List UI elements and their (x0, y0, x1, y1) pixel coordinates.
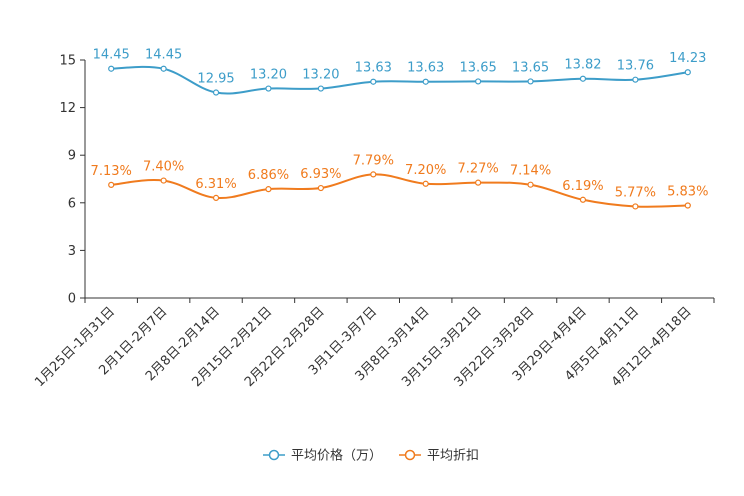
data-point[interactable] (475, 78, 482, 85)
y-tick-label: 3 (68, 244, 76, 259)
legend-marker (268, 449, 280, 461)
data-point[interactable] (108, 65, 115, 72)
data-label: 6.86% (248, 168, 289, 183)
data-label: 6.19% (562, 179, 603, 194)
data-label: 7.40% (143, 160, 184, 175)
data-point[interactable] (160, 177, 167, 184)
data-point[interactable] (632, 76, 639, 83)
data-point[interactable] (422, 78, 429, 85)
y-tick-label: 0 (68, 292, 76, 307)
legend-item-1[interactable]: 平均价格（万） (263, 448, 382, 464)
x-axis: 1月25日-1月31日2月1日-2月7日2月8日-2月14日2月15日-2月21… (32, 297, 715, 390)
data-label: 13.20 (250, 68, 287, 83)
data-point[interactable] (317, 184, 324, 192)
data-label: 13.63 (355, 61, 392, 76)
legend-label: 平均折扣 (427, 449, 479, 464)
data-point[interactable] (317, 85, 324, 92)
y-axis: 0 3 6 9 12 15 (59, 54, 86, 307)
data-point[interactable] (527, 78, 534, 85)
legend-item-2[interactable]: 平均折扣 (399, 449, 479, 464)
data-point[interactable] (579, 196, 587, 203)
series-1: 14.45 14.45 12.95 13.20 13.20 13.63 13.63 13.65… (93, 48, 706, 96)
legend[interactable]: 平均价格（万） 平均折扣 (263, 448, 479, 464)
data-label: 6.93% (300, 167, 341, 182)
series-layer: 14.45 14.45 12.95 13.20 13.20 13.63 13.63 13.65… (91, 48, 708, 210)
legend-marker (404, 449, 416, 461)
data-label: 7.13% (91, 164, 132, 179)
data-label: 13.20 (302, 68, 339, 83)
data-label: 7.20% (405, 163, 446, 178)
data-label: 7.14% (510, 164, 551, 179)
data-point[interactable] (422, 180, 429, 187)
data-point[interactable] (370, 171, 377, 178)
data-point[interactable] (684, 69, 691, 76)
data-point[interactable] (370, 78, 377, 85)
data-point[interactable] (108, 181, 115, 188)
data-label: 7.79% (353, 153, 394, 168)
data-label: 14.45 (145, 48, 182, 63)
data-label: 13.63 (407, 61, 444, 76)
data-point[interactable] (265, 85, 272, 92)
y-tick-label: 6 (68, 196, 76, 211)
data-label: 5.83% (667, 184, 708, 199)
data-label: 13.65 (512, 60, 549, 75)
y-tick-label: 15 (59, 54, 76, 69)
data-label: 7.27% (457, 162, 498, 177)
series-line (111, 173, 688, 208)
data-point[interactable] (579, 75, 587, 82)
data-label: 14.23 (669, 51, 706, 66)
data-label: 12.95 (197, 72, 234, 87)
data-label: 13.82 (564, 58, 601, 73)
data-point[interactable] (212, 89, 220, 96)
data-point[interactable] (212, 194, 220, 201)
data-point[interactable] (632, 203, 639, 210)
data-point[interactable] (265, 186, 272, 193)
series-line (111, 65, 688, 95)
data-label: 5.77% (615, 185, 656, 200)
legend-label: 平均价格（万） (291, 448, 382, 464)
data-point[interactable] (160, 65, 167, 72)
data-point[interactable] (684, 202, 691, 209)
data-label: 13.65 (460, 60, 497, 75)
data-label: 6.31% (195, 177, 236, 192)
y-tick-label: 9 (68, 149, 76, 164)
series-2: 7.13% 7.40% 6.31% 6.86% 6.93% 7.79% 7.20% 7.27%… (91, 153, 708, 210)
data-point[interactable] (475, 179, 482, 186)
data-point[interactable] (527, 181, 534, 188)
data-label: 14.45 (93, 48, 130, 63)
y-tick-label: 12 (59, 101, 76, 116)
data-label: 13.76 (617, 59, 654, 74)
